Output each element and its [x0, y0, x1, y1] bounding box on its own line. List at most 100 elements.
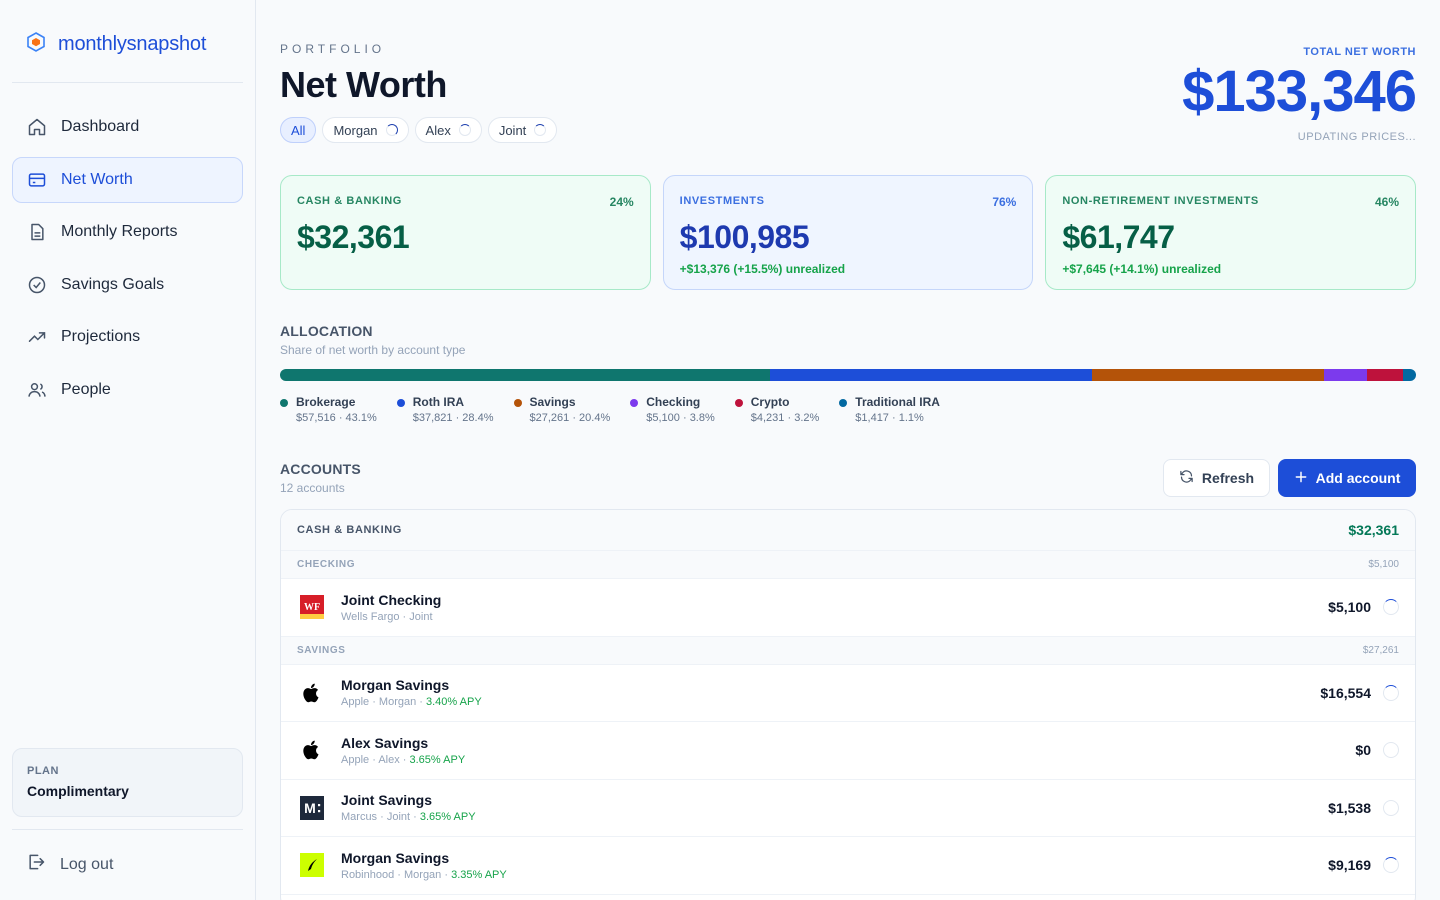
sidebar-item-label: People [61, 380, 111, 398]
account-subgroup-header: SAVINGS $27,261 [281, 636, 1415, 665]
meta-separator: · [399, 610, 410, 623]
account-meta: Wells Fargo · Joint [341, 611, 1328, 623]
filter-label: Morgan [333, 122, 378, 138]
group-total: $32,361 [1348, 522, 1399, 538]
sidebar-item-monthly-reports[interactable]: Monthly Reports [12, 209, 243, 255]
account-apy: 3.65% APY [409, 753, 466, 766]
refresh-icon [1179, 469, 1194, 487]
sidebar-item-dashboard[interactable]: Dashboard [12, 104, 243, 150]
summary-card-non-retirement: NON-RETIREMENT INVESTMENTS 46% $61,747 +… [1045, 175, 1417, 290]
meta-separator: · [369, 696, 379, 709]
legend-amount: $37,821 [412, 412, 453, 424]
meta-separator: · [441, 868, 452, 881]
allocation-segment [1367, 369, 1404, 381]
plan-card: PLAN Complimentary [12, 748, 243, 817]
legend-amount: $27,261 [529, 412, 570, 424]
legend-text: Brokerage $57,516 · 43.1% [296, 395, 377, 424]
account-owner: Joint [409, 610, 433, 623]
legend-separator: · [452, 412, 463, 424]
account-name: Joint Savings [341, 792, 433, 809]
sidebar-item-savings-goals[interactable]: Savings Goals [12, 262, 243, 308]
account-subgroup-header: CHECKING $5,100 [281, 551, 1415, 579]
page-title: Net Worth [280, 64, 447, 105]
legend-separator: · [569, 412, 580, 424]
brand[interactable]: monthlysnapshot [26, 32, 206, 57]
account-balance: $16,554 [1320, 684, 1371, 701]
legend-percent: 1.1% [898, 412, 924, 424]
filter-alex[interactable]: Alex [414, 117, 482, 143]
refresh-label: Refresh [1201, 470, 1255, 486]
account-row[interactable]: Alex Savings Apple · Alex · 3.65% APY $0 [281, 722, 1415, 780]
account-institution: Apple [341, 753, 370, 766]
loading-spinner-icon [1383, 684, 1399, 701]
legend-percent: 20.4% [579, 412, 611, 424]
legend-item: Traditional IRA $1,417 · 1.1% [839, 395, 940, 424]
total-status: UPDATING PRICES... [1297, 131, 1416, 143]
account-row[interactable]: M Joint Savings Marcus · Joint · 3.65% APY… [281, 780, 1415, 837]
account-apy: 3.35% APY [451, 868, 507, 881]
card-value: $61,747 [1062, 219, 1175, 255]
sidebar-item-people[interactable]: People [12, 367, 243, 413]
account-row[interactable]: Morgan Savings Apple · Morgan · 3.40% APY… [281, 665, 1415, 722]
sidebar: monthlysnapshot Dashboard Net Worth Mont… [0, 0, 256, 900]
account-name: Morgan Savings [341, 849, 450, 866]
legend-text: Traditional IRA $1,417 · 1.1% [855, 395, 940, 424]
account-group-header[interactable]: CASH & BANKING $32,361 [281, 510, 1415, 551]
sidebar-item-net-worth[interactable]: Net Worth [12, 156, 243, 203]
account-name: Alex Savings [341, 734, 429, 751]
svg-text:M: M [304, 800, 316, 816]
card-unrealized: +$7,645 (+14.1%) unrealized [1062, 262, 1222, 276]
account-owner: Morgan [378, 696, 417, 709]
legend-name: Brokerage [296, 395, 356, 409]
sidebar-item-label: Net Worth [61, 170, 133, 188]
account-row[interactable]: Morgan Savings Robinhood · Morgan · 3.35%… [281, 837, 1415, 895]
account-rows: CHECKING $5,100 WF Joint Checking Wells Farg… [281, 551, 1415, 895]
card-icon [27, 170, 47, 190]
legend-name: Roth IRA [412, 395, 465, 409]
legend-percent: 3.2% [794, 412, 820, 424]
filter-all[interactable]: All [280, 117, 317, 143]
legend-percent: 3.8% [689, 412, 715, 424]
card-label: NON-RETIREMENT INVESTMENTS [1062, 195, 1259, 207]
document-icon [27, 222, 47, 242]
legend-separator: · [679, 412, 690, 424]
svg-text:WF: WF [304, 602, 320, 613]
add-account-button[interactable]: Add account [1278, 459, 1416, 497]
account-meta: Marcus · Joint · 3.65% APY [341, 811, 1328, 823]
legend-item: Brokerage $57,516 · 43.1% [280, 395, 377, 424]
legend-value: $57,516 · 43.1% [296, 412, 377, 424]
legend-percent: 28.4% [462, 412, 494, 424]
account-institution: Marcus [341, 811, 378, 824]
summary-card-cash: CASH & BANKING 24% $32,361 [280, 175, 651, 290]
account-meta: Apple · Morgan · 3.40% APY [341, 696, 1320, 708]
accounts-count: 12 accounts [280, 481, 345, 495]
refresh-button[interactable]: Refresh [1163, 459, 1270, 497]
account-info: Alex Savings Apple · Alex · 3.65% APY [341, 735, 1355, 766]
filter-joint[interactable]: Joint [487, 117, 558, 143]
logout-button[interactable]: Log out [26, 852, 113, 877]
legend-dot [513, 399, 522, 407]
account-row[interactable]: WF Joint Checking Wells Fargo · Joint $5,10… [281, 579, 1415, 637]
legend-amount: $5,100 [646, 412, 680, 424]
account-info: Morgan Savings Apple · Morgan · 3.40% APY [341, 677, 1320, 708]
account-owner: Joint [386, 811, 411, 824]
allocation-legend: Brokerage $57,516 · 43.1% Roth IRA $37,821 … [280, 395, 940, 424]
account-apy: 3.65% APY [419, 811, 476, 824]
sidebar-item-projections[interactable]: Projections [12, 314, 243, 360]
filter-label: Alex [425, 122, 451, 138]
legend-amount: $57,516 [296, 412, 336, 424]
subgroup-name: CHECKING [297, 559, 356, 570]
allocation-bar [280, 369, 1416, 381]
marcus-logo: M [297, 793, 327, 823]
allocation-segment [769, 369, 1093, 381]
card-label: CASH & BANKING [297, 195, 402, 207]
card-percent: 76% [992, 195, 1017, 209]
filter-morgan[interactable]: Morgan [322, 117, 409, 143]
account-apy: 3.40% APY [426, 696, 482, 709]
meta-separator: · [410, 811, 420, 824]
logo-icon [26, 32, 46, 57]
allocation-subtitle: Share of net worth by account type [280, 343, 466, 357]
subgroup-name: SAVINGS [297, 644, 346, 656]
page-eyebrow: PORTFOLIO [280, 42, 386, 56]
owner-filters: All Morgan Alex Joint [280, 117, 558, 143]
